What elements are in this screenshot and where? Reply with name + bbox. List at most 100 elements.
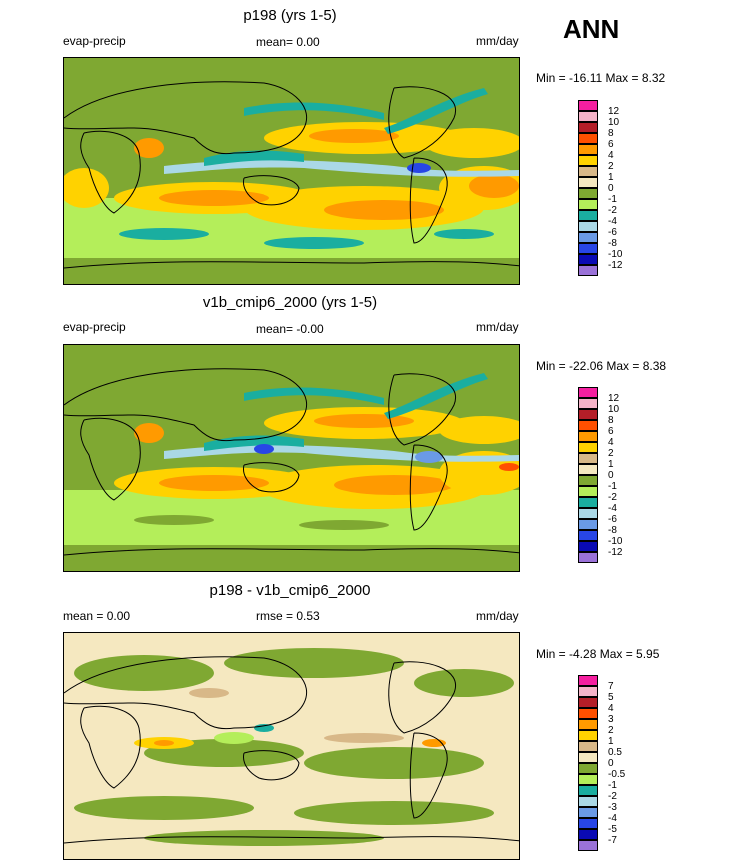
panel-2-gulf-stream-neg <box>384 373 488 419</box>
panel-2-swatch <box>578 420 598 431</box>
panel-3-pos-patch-4 <box>324 733 404 743</box>
panel-1-tick-label: 8 <box>608 128 614 139</box>
panel-1-se-pacific-core <box>324 200 444 220</box>
panel-1-swatch <box>578 111 598 122</box>
panel-2-n-pacific-core <box>314 414 414 428</box>
panel-2-mean: mean= -0.00 <box>256 322 324 336</box>
panel-3-swatch <box>578 807 598 818</box>
panel-2-swatch <box>578 398 598 409</box>
panel-1-tick-label: -1 <box>608 194 617 205</box>
panel-2-s-atlantic-pos <box>439 451 519 495</box>
panel-1-tick-label: 12 <box>608 106 620 117</box>
panel-3-map <box>63 632 520 860</box>
panel-3-tick-label: -2 <box>608 791 617 802</box>
panel-3-pos-patch-5 <box>189 688 229 698</box>
panel-1-coastlines <box>64 81 519 269</box>
panel-1-units: mm/day <box>476 34 519 48</box>
panel-2-s-atlantic-core <box>499 463 519 471</box>
panel-3-tick-label: 0.5 <box>608 747 622 758</box>
panel-2-swatch <box>578 475 598 486</box>
panel-2-tick-label: -12 <box>608 547 623 558</box>
panel-2-swatch <box>578 464 598 475</box>
panel-2-swatch <box>578 497 598 508</box>
panel-2-swatch <box>578 387 598 398</box>
panel-3-swatch <box>578 763 598 774</box>
panel-1-tick-label: -2 <box>608 205 617 216</box>
panel-1-tick-label: 4 <box>608 150 614 161</box>
panel-1-tick-label: 2 <box>608 161 614 172</box>
panel-3-swatch <box>578 730 598 741</box>
panel-3-neg-patch-10 <box>254 724 274 732</box>
panel-2-swatch <box>578 442 598 453</box>
panel-1-swatch <box>578 177 598 188</box>
panel-1-swatch <box>578 254 598 265</box>
panel-1-map-svg <box>64 58 519 284</box>
panel-1-swatch <box>578 122 598 133</box>
panel-2-se-pacific-core <box>334 475 454 495</box>
panel-3-swatch <box>578 796 598 807</box>
panel-2-so-field-1 <box>134 515 214 525</box>
panel-1-tick-label: -8 <box>608 238 617 249</box>
panel-3-neg-patch-1 <box>74 655 214 691</box>
panel-1-swatch <box>578 221 598 232</box>
panel-2-so-field-2 <box>299 520 389 530</box>
panel-3-neg-patch-6 <box>74 796 254 820</box>
panel-3-mean: mean = 0.00 <box>63 609 131 623</box>
panel-2-tick-label: 1 <box>608 459 614 470</box>
panel-2-tick-label: -8 <box>608 525 617 536</box>
panel-3-neg-patch-8 <box>144 830 384 846</box>
panel-2-title: v1b_cmip6_2000 (yrs 1-5) <box>202 294 378 311</box>
panel-3-neg-patch-2 <box>224 648 404 678</box>
panel-1-red-sea-pos <box>134 138 164 158</box>
panel-3-swatch <box>578 697 598 708</box>
panel-1-n-pacific-core <box>309 129 399 143</box>
panel-1-w-edge-pos <box>64 168 109 208</box>
panel-3-neg-patch-3 <box>414 669 514 697</box>
panel-3-tick-label: -0.5 <box>608 769 626 780</box>
panel-2-map <box>63 344 520 572</box>
panel-2-warm-pool-min <box>254 444 274 454</box>
panel-1-swatch <box>578 265 598 276</box>
panel-1-swatch <box>578 199 598 210</box>
panel-3-tick-label: -3 <box>608 802 617 813</box>
panel-1-swatch <box>578 155 598 166</box>
panel-3-rmse: rmse = 0.53 <box>256 609 320 623</box>
panel-2-red-sea-pos <box>134 423 164 443</box>
panel-3-swatch <box>578 752 598 763</box>
panel-2-tick-label: 2 <box>608 448 614 459</box>
panel-2-swatch <box>578 453 598 464</box>
panel-1-swatch <box>578 166 598 177</box>
panel-3-tick-label: -7 <box>608 835 617 846</box>
season-label: ANN <box>563 14 620 44</box>
panel-1-tick-label: 6 <box>608 139 614 150</box>
panel-1-tick-label: 10 <box>608 117 620 128</box>
panel-1-tick-label: 1 <box>608 172 614 183</box>
panel-3-tick-label: 0 <box>608 758 614 769</box>
panel-1-map <box>63 57 520 285</box>
panel-3-pos-patch-3 <box>422 739 446 747</box>
panel-1-mean: mean= 0.00 <box>256 35 320 49</box>
panel-1-swatch <box>578 144 598 155</box>
panel-2-tick-label: -4 <box>608 503 617 514</box>
panel-1-n-atlantic-pos <box>424 128 519 158</box>
panel-2-swatch <box>578 508 598 519</box>
panel-2-tick-label: -10 <box>608 536 623 547</box>
panel-1-swatch <box>578 210 598 221</box>
panel-1-swatch <box>578 188 598 199</box>
panel-3-swatch <box>578 785 598 796</box>
panel-2-tick-label: 4 <box>608 437 614 448</box>
panel-3-tick-label: 4 <box>608 703 614 714</box>
panel-3-coastlines <box>64 656 519 844</box>
panel-2-tick-label: 0 <box>608 470 614 481</box>
panel-2-indian-core <box>159 475 269 491</box>
panel-1-so-neg-1 <box>119 228 209 240</box>
panel-2-swatch <box>578 519 598 530</box>
panel-2-kuroshio-neg <box>244 387 384 405</box>
panel-3-neg-patch-9 <box>214 732 254 744</box>
panel-2-swatch <box>578 431 598 442</box>
panel-3-tick-label: -1 <box>608 780 617 791</box>
panel-1-tick-label: 0 <box>608 183 614 194</box>
panel-1-swatch <box>578 133 598 144</box>
panel-2-swatch <box>578 409 598 420</box>
panel-3-tick-label: 7 <box>608 681 614 692</box>
